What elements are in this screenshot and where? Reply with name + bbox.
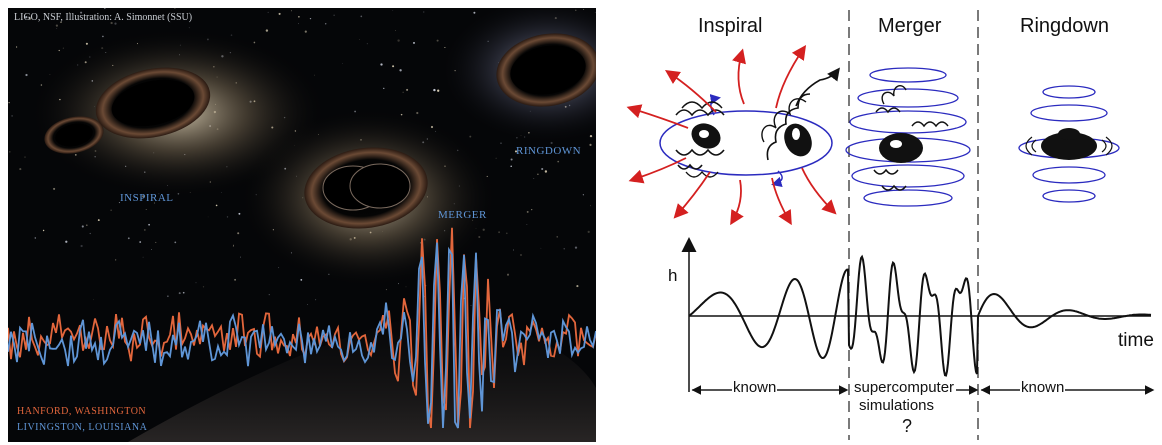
ringdown-label: RINGDOWN — [516, 145, 582, 157]
black-hole-illustration — [8, 8, 596, 442]
inspiral-diagram — [626, 45, 840, 226]
livingston-legend-label: LIVINGSTON, LOUISIANA — [17, 422, 148, 433]
hanford-waveform — [8, 227, 596, 429]
phase-title-inspiral: Inspiral — [698, 15, 763, 37]
known-label-left: known — [732, 379, 778, 396]
known-label-right: known — [1020, 379, 1066, 396]
y-axis-label: h — [668, 266, 678, 285]
livingston-waveform — [8, 242, 596, 429]
illustration-panel: LIGO, NSF, Illustration: A. Simonnet (SS… — [8, 8, 596, 442]
gravitational-wave-schematic — [626, 10, 1155, 440]
hanford-legend-label: HANFORD, WASHINGTON — [17, 406, 147, 417]
image-credit: LIGO, NSF, Illustration: A. Simonnet (SS… — [14, 12, 193, 23]
inspiral-label: INSPIRAL — [120, 192, 174, 204]
supercomputer-label: supercomputer — [852, 379, 957, 396]
phase-title-ringdown: Ringdown — [1020, 15, 1109, 37]
gravitational-waveform — [688, 254, 1152, 377]
simulations-label: simulations — [859, 397, 935, 414]
ringdown-diagram — [1018, 85, 1120, 203]
x-axis-label: time — [1118, 330, 1154, 351]
merger-label: MERGER — [438, 209, 487, 221]
merger-diagram — [845, 67, 971, 207]
phase-title-merger: Merger — [878, 15, 942, 37]
question-mark: ? — [902, 416, 913, 436]
schematic-panel: Inspiral Merger Ringdown h time known su… — [606, 0, 1162, 445]
